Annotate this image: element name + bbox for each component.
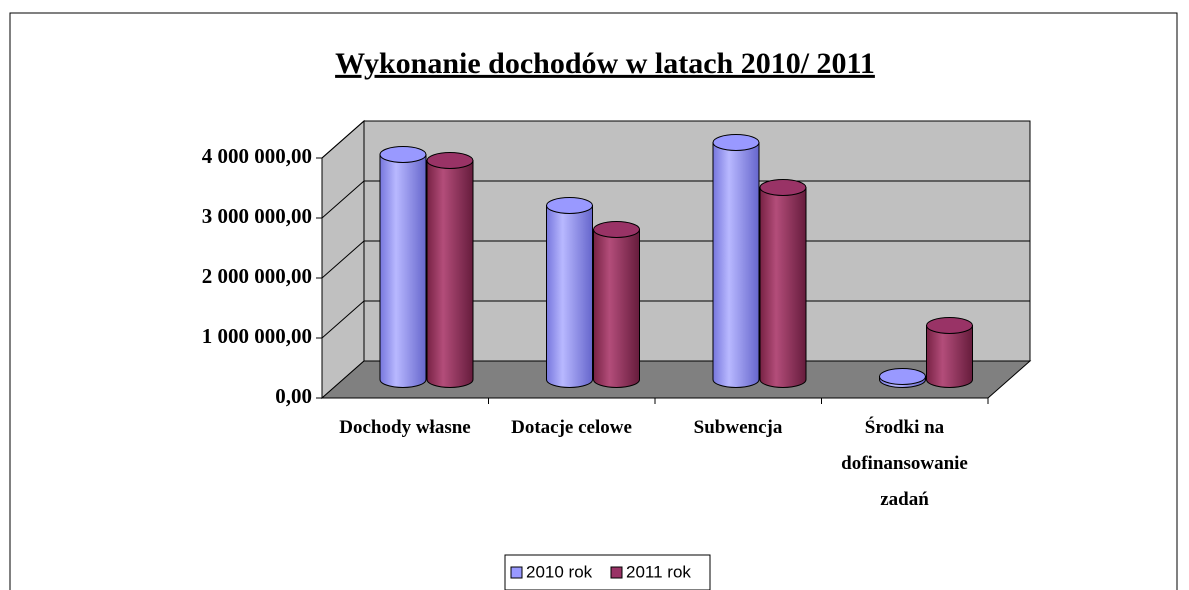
- frame: [9, 12, 1178, 590]
- bar-cap: [926, 317, 973, 334]
- grid-line: [321, 120, 1030, 159]
- grid-line: [321, 300, 1030, 339]
- bar: [426, 160, 474, 388]
- x-tick-label: Subwencja: [693, 417, 783, 438]
- x-tick-label: Dochody własne: [339, 417, 471, 438]
- bar-cap: [879, 368, 926, 385]
- bar: [759, 187, 807, 388]
- y-tick-label: 3 000 000,00: [202, 204, 312, 228]
- y-tick-label: 2 000 000,00: [202, 264, 312, 288]
- bar: [926, 325, 973, 388]
- bar-cap: [426, 152, 474, 169]
- bar-cap: [712, 134, 760, 151]
- bar: [712, 142, 760, 388]
- bar: [546, 205, 593, 388]
- legend-label: 2010 rok: [526, 562, 593, 581]
- grid-line: [321, 180, 1030, 219]
- bar: [379, 154, 427, 388]
- y-tick-label: 1 000 000,00: [202, 324, 312, 348]
- chart-title: Wykonanie dochodów w latach 2010/ 2011: [335, 47, 875, 80]
- legend-label: 2011 rok: [626, 562, 691, 581]
- y-tick-label: 0,00: [275, 384, 312, 408]
- bar: [593, 229, 640, 388]
- bar-cap: [379, 146, 427, 163]
- bar-cap: [546, 197, 593, 214]
- bar-cap: [593, 221, 640, 238]
- legend-box: [504, 554, 711, 590]
- legend-swatch: [510, 566, 523, 579]
- grid-line: [321, 240, 1030, 279]
- y-tick-label: 4 000 000,00: [202, 144, 312, 168]
- x-tick-label: Środki na dofinansowanie zadań: [841, 417, 968, 510]
- x-tick-label: Dotacje celowe: [511, 417, 632, 438]
- bar-cap: [759, 179, 807, 196]
- legend-swatch: [610, 566, 623, 579]
